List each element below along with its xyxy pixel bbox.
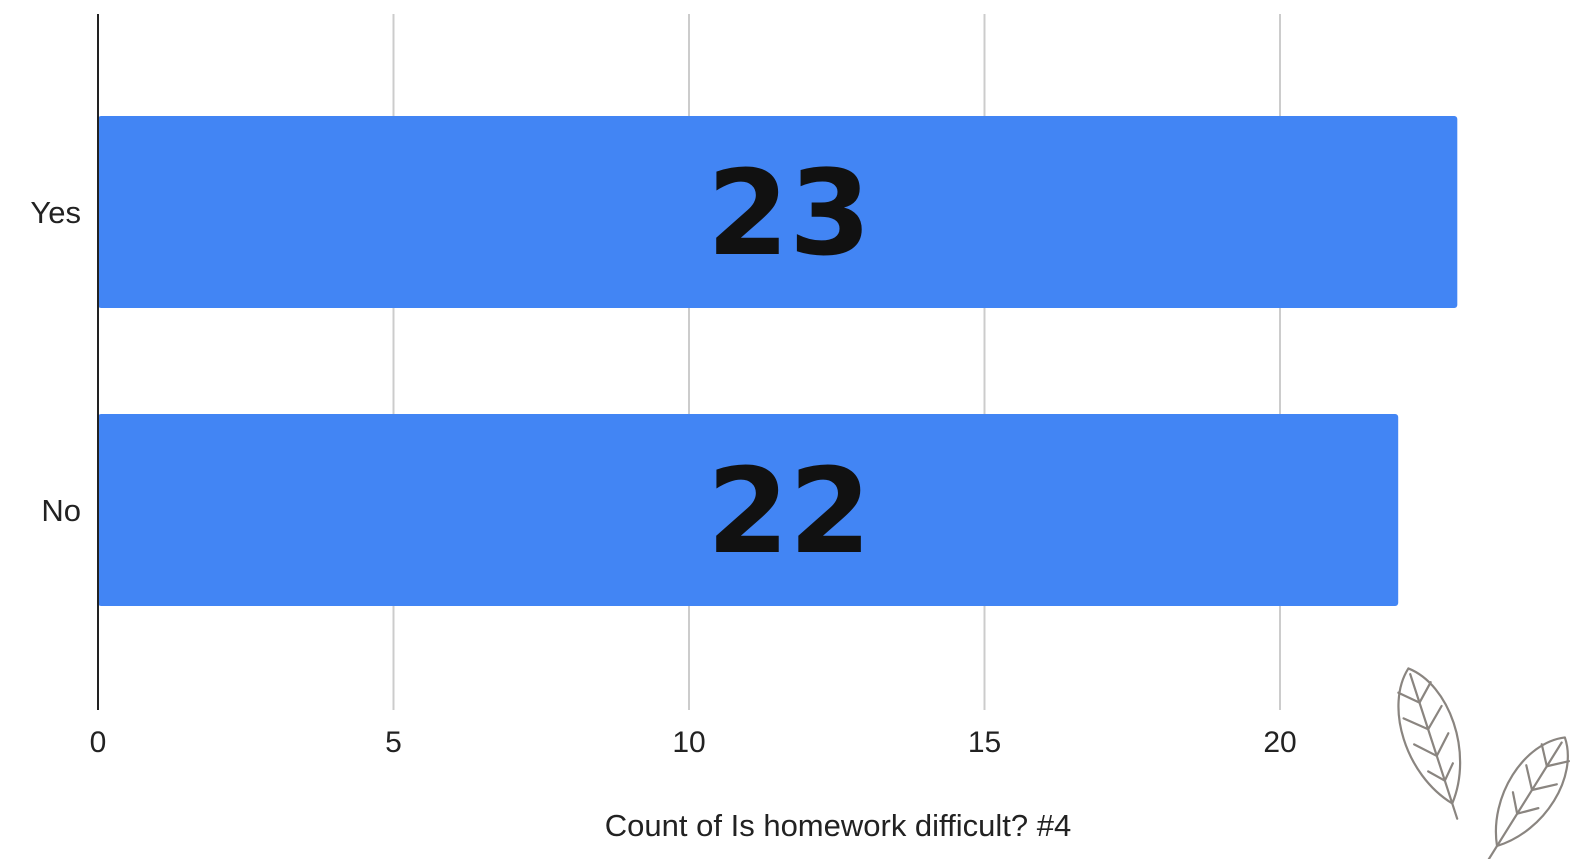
x-tick-label-0: 0 <box>90 726 107 759</box>
category-label-no: No <box>41 493 81 528</box>
data-labels: 23 22 <box>707 144 871 580</box>
x-tick-label-15: 15 <box>968 726 1001 759</box>
data-label-yes: 23 <box>707 144 871 282</box>
bar-no <box>98 414 1399 606</box>
bar-yes <box>98 116 1458 308</box>
x-axis-title: Count of Is homework difficult? #4 <box>605 808 1071 843</box>
bars <box>98 116 1458 606</box>
leaf-sketch-icon <box>1397 667 1570 859</box>
data-label-no: 22 <box>707 442 871 580</box>
x-axis-tick-labels: 0 5 10 15 20 <box>90 726 1297 759</box>
category-label-yes: Yes <box>30 195 81 230</box>
x-tick-label-10: 10 <box>672 726 705 759</box>
category-labels: Yes No <box>30 195 81 528</box>
x-tick-label-5: 5 <box>385 726 402 759</box>
x-tick-label-20: 20 <box>1263 726 1296 759</box>
